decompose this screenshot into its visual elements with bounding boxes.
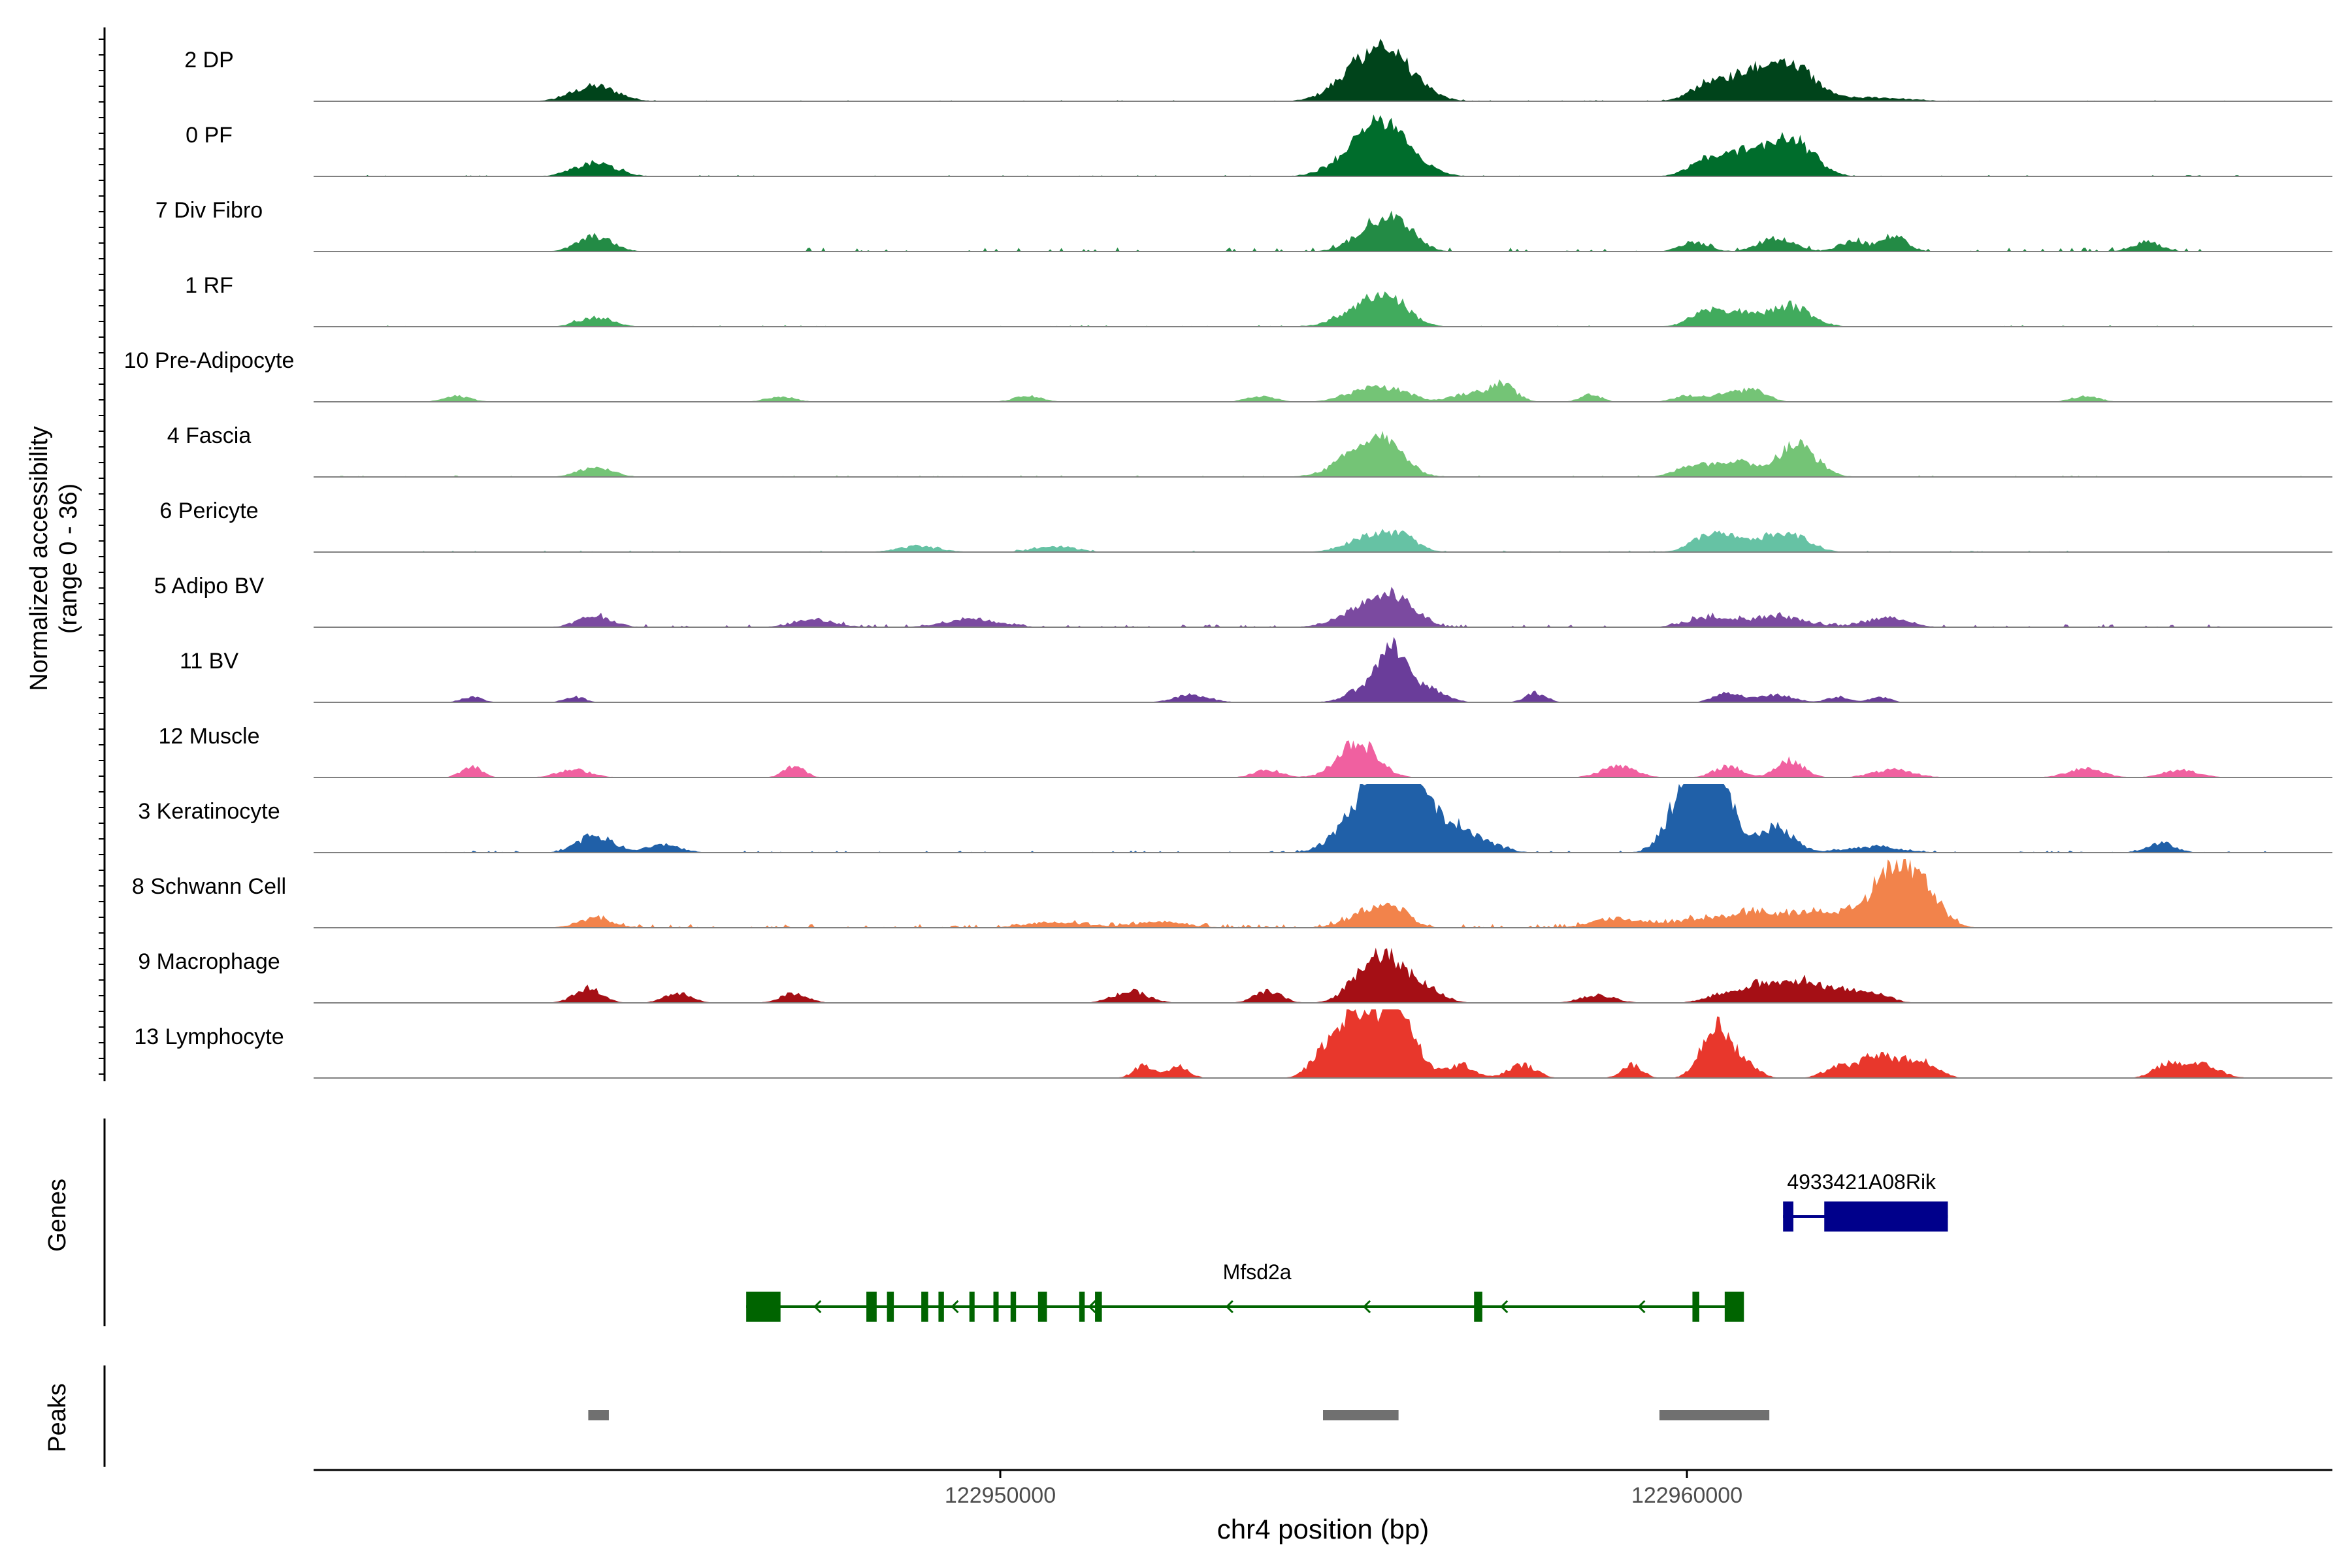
track-1-rf: 1 RF: [185, 273, 2332, 327]
coverage-area: [314, 587, 2332, 627]
gene-exon: [1037, 1292, 1047, 1322]
coverage-area: [314, 947, 2332, 1003]
track-label: 13 Lymphocyte: [134, 1024, 284, 1049]
strand-arrow: [1088, 1299, 1096, 1314]
peaks-panel-label: Peaks: [44, 1383, 71, 1452]
peak-region: [588, 1410, 609, 1420]
track-13-lymphocyte: 13 Lymphocyte: [134, 1009, 2332, 1079]
gene-exon: [1783, 1201, 1793, 1232]
gene-exon: [1824, 1201, 1948, 1232]
track-2-dp: 2 DP: [184, 39, 2332, 102]
gene-name-label: Mfsd2a: [1223, 1260, 1292, 1284]
track-4-fascia: 4 Fascia: [167, 423, 2332, 478]
track-label: 12 Muscle: [159, 724, 260, 749]
coverage-area: [314, 39, 2332, 102]
strand-arrow: [951, 1299, 959, 1314]
coverage-area: [314, 431, 2332, 477]
track-11-bv: 11 BV: [180, 636, 2332, 703]
x-axis: 122950000 122960000: [314, 1469, 2332, 1508]
track-label: 5 Adipo BV: [154, 574, 265, 598]
coverage-area: [314, 379, 2332, 402]
coverage-area: [314, 636, 2332, 702]
gene-exon: [866, 1292, 877, 1322]
x-axis-title: chr4 position (bp): [1217, 1514, 1429, 1544]
track-label: 4 Fascia: [167, 423, 252, 448]
track-label: 7 Div Fibro: [155, 198, 263, 223]
peak-region: [1659, 1410, 1770, 1420]
gene-exon: [921, 1292, 928, 1322]
gene-exon: [887, 1292, 894, 1322]
track-label: 9 Macrophage: [138, 949, 280, 974]
gene-mfsd2a: Mfsd2a: [746, 1260, 1744, 1322]
track-label: 0 PF: [186, 123, 233, 148]
coverage-area: [314, 1009, 2332, 1078]
coverage-area: [314, 740, 2332, 777]
track-3-keratinocyte: 3 Keratinocyte: [138, 784, 2332, 853]
gene-4933421a08rik: 4933421A08Rik: [1783, 1170, 1948, 1232]
track-9-macrophage: 9 Macrophage: [138, 947, 2332, 1004]
gene-exon: [1010, 1292, 1017, 1322]
peak-region: [1323, 1410, 1399, 1420]
track-label: 6 Pericyte: [159, 498, 258, 523]
y-axis-label: Normalized accessibility: [25, 426, 53, 691]
coverage-area: [314, 859, 2332, 928]
track-6-pericyte: 6 Pericyte: [159, 498, 2332, 553]
track-10-pre-adipocyte: 10 Pre-Adipocyte: [124, 348, 2332, 402]
track-8-schwann-cell: 8 Schwann Cell: [132, 859, 2332, 928]
track-12-muscle: 12 Muscle: [159, 724, 2332, 778]
track-5-adipo-bv: 5 Adipo BV: [154, 574, 2332, 628]
track-label: 8 Schwann Cell: [132, 874, 286, 899]
gene-exon: [1079, 1292, 1085, 1322]
gene-exon: [1692, 1292, 1699, 1322]
gene-exon: [1095, 1292, 1102, 1322]
gene-exon: [938, 1292, 944, 1322]
strand-arrow: [1637, 1299, 1646, 1314]
genes-panel-label: Genes: [44, 1179, 71, 1252]
gene-exon: [969, 1292, 975, 1322]
track-label: 3 Keratinocyte: [138, 799, 280, 824]
gene-annotation-panel: 4933421A08Rik Mfsd2a: [103, 1119, 1948, 1326]
gene-name-label: 4933421A08Rik: [1787, 1170, 1936, 1194]
x-tick-label: 122960000: [1631, 1483, 1742, 1508]
track-label: 11 BV: [180, 649, 238, 674]
track-0-pf: 0 PF: [186, 114, 2332, 177]
gene-exon: [1724, 1292, 1744, 1322]
track-label: 1 RF: [185, 273, 233, 298]
strand-arrow: [1500, 1299, 1509, 1314]
track-label: 10 Pre-Adipocyte: [124, 348, 295, 373]
gene-exon: [746, 1292, 781, 1322]
gene-exon: [1474, 1292, 1482, 1322]
strand-arrow: [1362, 1299, 1371, 1314]
peaks-panel: [103, 1365, 1770, 1467]
strand-arrow: [1225, 1299, 1233, 1314]
track-7-div-fibro: 7 Div Fibro: [155, 198, 2332, 252]
coverage-area: [314, 114, 2332, 176]
coverage-area: [314, 210, 2332, 252]
strand-arrow: [813, 1299, 822, 1314]
coverage-area: [314, 784, 2332, 853]
coverage-area: [314, 291, 2332, 327]
coverage-tracks: 2 DP 0 PF 7 Div Fibro 1 RF 10 Pre-Adipocyte 4…: [99, 27, 2332, 1081]
y-axis-label-range: (range 0 - 36): [55, 483, 82, 634]
track-label: 2 DP: [184, 48, 234, 73]
gene-exon: [993, 1292, 999, 1322]
x-tick-label: 122950000: [945, 1483, 1056, 1508]
coverage-area: [314, 529, 2332, 552]
